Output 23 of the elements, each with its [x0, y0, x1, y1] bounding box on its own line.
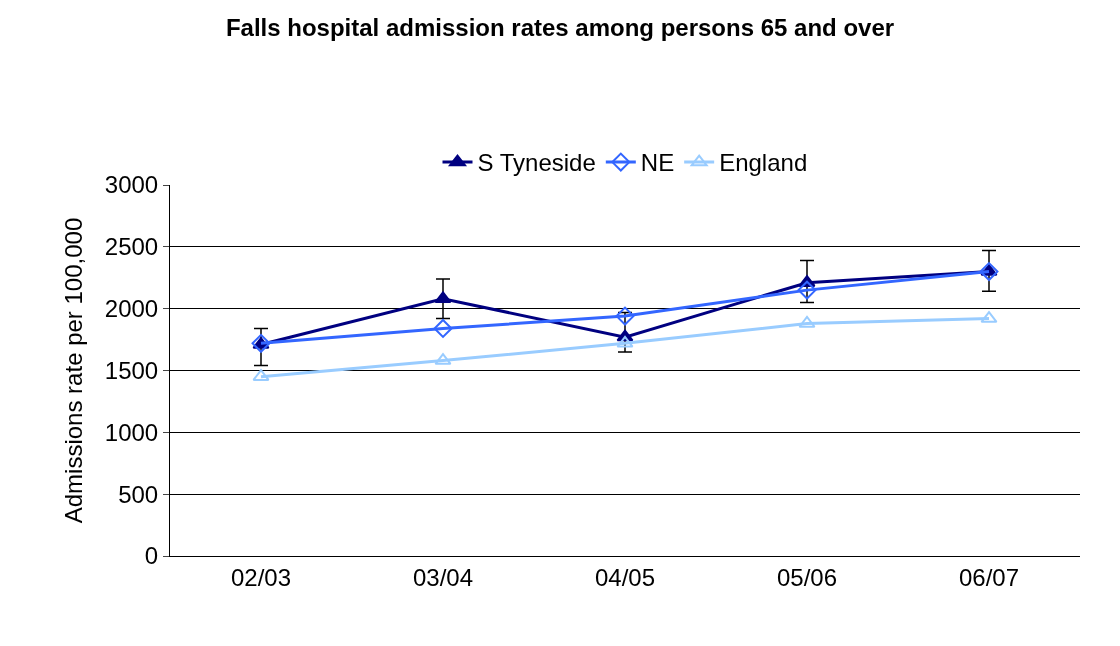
point: [615, 306, 635, 326]
chart-title: Falls hospital admission rates among persons 65 and over: [225, 14, 895, 42]
point: [433, 319, 453, 338]
legend-label: NE: [640, 149, 675, 177]
legend-label: England: [719, 149, 808, 177]
y-tick-label: 0: [144, 542, 159, 570]
y-tick-label: 2500: [104, 233, 159, 261]
y-tick-label: 1500: [104, 356, 159, 384]
legend-label: S Tyneside: [477, 149, 596, 177]
x-tick-label: 05/06: [776, 563, 838, 591]
y-tick-label: 2000: [104, 295, 159, 323]
y-axis-title: Admissions rate per 100,000: [59, 217, 87, 524]
x-tick-label: 03/04: [412, 563, 474, 591]
x-tick-label: 02/03: [230, 563, 292, 591]
point: [616, 335, 634, 348]
point: [797, 280, 817, 300]
y-tick-label: 1000: [104, 418, 159, 446]
y-tick-label: 500: [118, 480, 159, 508]
y-tick-label: 3000: [104, 171, 159, 199]
x-tick-label: 04/05: [594, 563, 656, 591]
x-tick-label: 06/07: [958, 563, 1020, 591]
point: [434, 291, 452, 304]
point: [979, 262, 999, 282]
